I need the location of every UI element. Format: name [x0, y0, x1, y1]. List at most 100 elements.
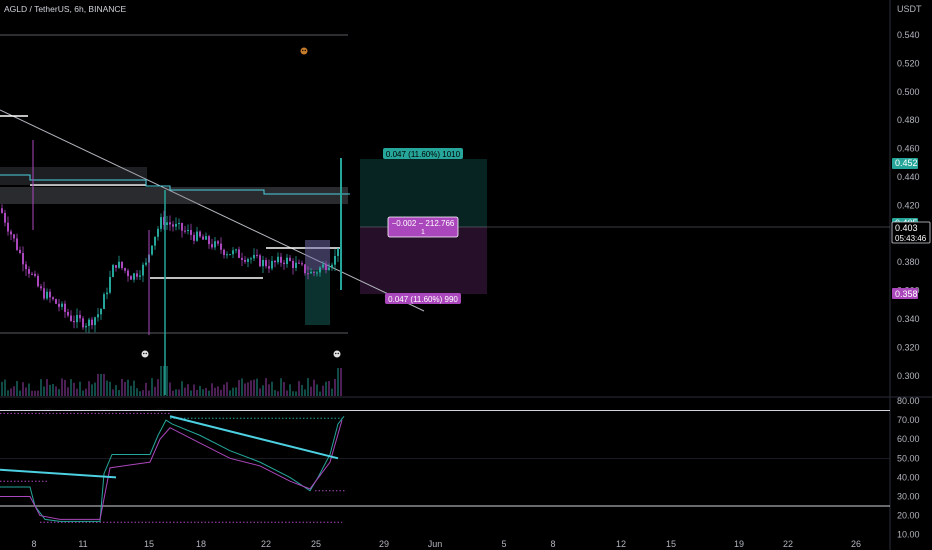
candle-body — [118, 261, 120, 268]
candle-body — [259, 255, 261, 267]
candle-body — [289, 257, 291, 261]
indicator-trendline — [0, 468, 117, 479]
price-tag: 0.358 — [895, 289, 918, 299]
candle-body — [277, 256, 279, 263]
time-tick-label: 22 — [783, 539, 793, 549]
volume-bar — [85, 388, 87, 396]
volume-bar — [91, 384, 93, 396]
drawing-lines[interactable] — [0, 34, 425, 334]
demand-zone — [305, 240, 330, 325]
volume-bar — [46, 379, 48, 396]
stop-label: 0.047 (11.60%) 990 — [388, 295, 458, 304]
indicator-tick-label: 80.00 — [897, 396, 920, 406]
volume-bar — [31, 390, 33, 396]
indicator-axis[interactable]: 80.00 70.00 60.00 50.00 40.00 30.00 20.00 10.00 — [897, 396, 920, 540]
candle-body — [25, 264, 27, 270]
candle-body — [151, 245, 153, 255]
volume-bar — [247, 382, 249, 396]
candle-body — [40, 286, 42, 289]
candle-body — [109, 276, 111, 293]
volume-bar — [322, 385, 324, 396]
candle-body — [85, 325, 87, 328]
signal-line — [0, 419, 343, 520]
candle-body — [55, 299, 57, 304]
volume-bar — [313, 379, 315, 396]
channel-line — [0, 174, 350, 195]
volume-bar — [103, 374, 105, 396]
indicator-tick-label: 40.00 — [897, 472, 920, 482]
candle-body — [91, 319, 93, 326]
candle-body — [202, 236, 204, 240]
volume-bar — [193, 384, 195, 396]
volume-bar — [331, 388, 333, 396]
candle-body — [1, 208, 3, 213]
volume-bar — [298, 381, 300, 396]
volume-bar — [61, 378, 63, 396]
candle-body — [163, 217, 165, 226]
volume-bar — [202, 389, 204, 396]
volume-bar — [145, 382, 147, 396]
volume-bar — [76, 388, 78, 396]
price-axis[interactable]: 0.5400.5200.5000.4800.4600.4400.4200.400… — [897, 30, 920, 381]
candle-body — [226, 254, 228, 256]
indicator-pane — [0, 410, 890, 523]
volume-bar — [136, 388, 138, 396]
stop-label-bg — [385, 293, 461, 304]
volume-bar — [130, 385, 132, 396]
volume-bar — [295, 391, 297, 396]
volume-bar — [328, 381, 330, 396]
price-tick-label: 0.440 — [897, 172, 920, 182]
volume-bar — [262, 385, 264, 396]
candle-body — [319, 267, 321, 273]
candle-body — [274, 260, 276, 263]
candle-body — [28, 269, 30, 274]
volume-bar — [1, 381, 3, 396]
volume-bar — [121, 378, 123, 396]
icon-shape — [337, 352, 339, 355]
candle-body — [175, 223, 177, 227]
icon-shape — [302, 49, 304, 52]
candle-body — [169, 222, 171, 225]
volume-bar — [175, 389, 177, 396]
candle-body — [49, 291, 51, 298]
volume-bar — [157, 379, 159, 396]
volume-bar — [154, 386, 156, 396]
candle-body — [184, 230, 186, 232]
time-tick-label: Jun — [428, 539, 443, 549]
position-tool[interactable] — [360, 159, 890, 294]
volume-bar — [301, 384, 303, 396]
candle-body — [37, 275, 39, 287]
volume-bar — [172, 390, 174, 396]
volume-bar — [133, 380, 135, 396]
volume-bar — [28, 383, 30, 396]
volume-bar — [244, 383, 246, 396]
candle-body — [10, 231, 12, 235]
volume-bar — [4, 379, 6, 396]
icon-shape — [145, 352, 147, 355]
candle-body — [67, 311, 69, 316]
candle-body — [16, 238, 18, 250]
icon-shape — [141, 350, 149, 358]
candle-body — [139, 275, 141, 277]
candle-body — [316, 272, 318, 274]
price-tick-label: 0.420 — [897, 200, 920, 210]
time-axis[interactable]: 8 11 15 18 22 25 29 Jun 5 8 12 15 19 22 26 — [31, 539, 861, 549]
candle-body — [127, 270, 129, 277]
volume-bar — [238, 380, 240, 396]
volume-bar — [67, 387, 69, 396]
candle-body — [235, 249, 237, 251]
symbol-title[interactable]: AGLD / TetherUS, 6h, BINANCE — [4, 4, 127, 14]
volume-bar — [232, 387, 234, 396]
candle-body — [331, 264, 333, 268]
volume-bar — [283, 382, 285, 396]
trend-line — [0, 109, 425, 312]
price-tick-label: 0.300 — [897, 371, 920, 381]
price-tag-bg — [892, 288, 918, 299]
candle-body — [58, 303, 60, 307]
candle-body — [250, 258, 252, 260]
volume-bar — [151, 378, 153, 396]
candle-body — [82, 318, 84, 328]
